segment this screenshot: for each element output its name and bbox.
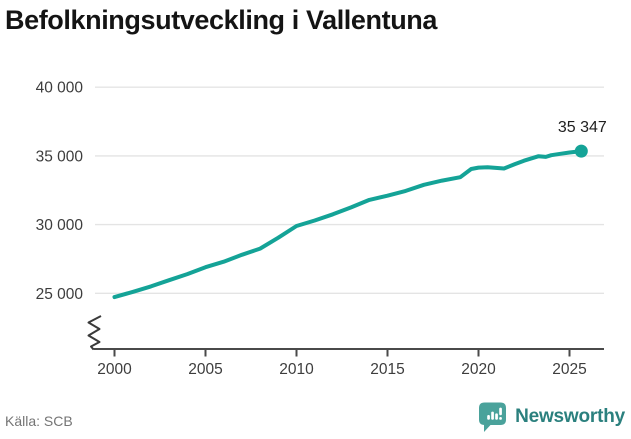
- y-axis-break-icon: [87, 315, 102, 351]
- y-axis-label: 35 000: [36, 148, 84, 165]
- latest-value-dot: [574, 144, 588, 158]
- x-axis-label: 2020: [461, 361, 496, 378]
- logo-bar-mid: [495, 413, 498, 420]
- logo-exclamation-bar: [499, 407, 502, 416]
- newsworthy-brand[interactable]: Newsworthy: [477, 400, 625, 433]
- logo-bar-tall: [491, 411, 494, 420]
- brand-name: Newsworthy: [515, 405, 625, 427]
- x-axis-label: 2005: [188, 361, 222, 378]
- y-axis-label: 40 000: [36, 80, 84, 97]
- logo-bar-small: [487, 415, 490, 420]
- x-axis-label: 2015: [370, 361, 404, 378]
- x-axis-label: 2025: [552, 361, 586, 378]
- y-axis-label: 30 000: [36, 217, 84, 234]
- page-title: Befolkningsutveckling i Vallentuna: [5, 5, 437, 35]
- source-label: Källa: SCB: [5, 413, 73, 429]
- x-axis-label: 2000: [97, 361, 132, 378]
- population-line: [112, 149, 584, 300]
- x-axis-label: 2010: [279, 361, 314, 378]
- y-axis-label: 25 000: [36, 286, 84, 303]
- latest-value-label: 35 347: [558, 119, 607, 136]
- newsworthy-logo-icon: [479, 402, 507, 432]
- logo-exclamation-dot: [499, 417, 502, 420]
